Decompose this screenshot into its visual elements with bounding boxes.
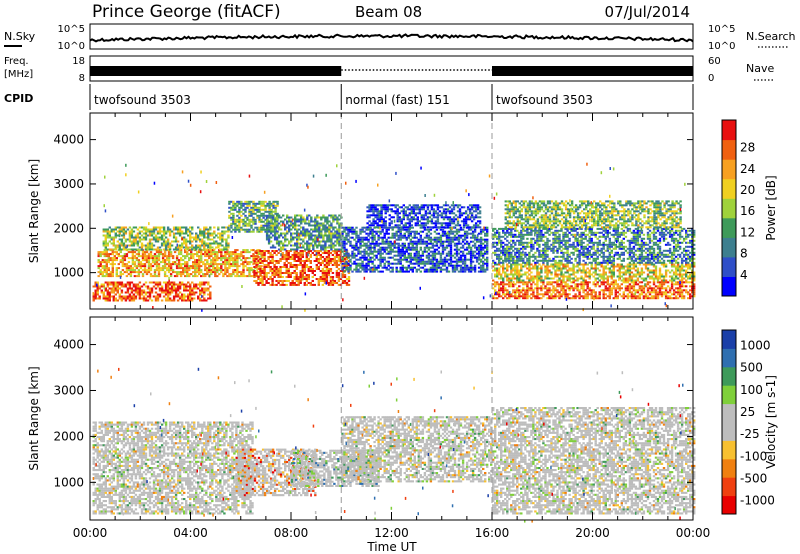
velocity-ytick-3: 4000 — [53, 338, 84, 352]
power-colorbar-tick-3: 16 — [740, 204, 755, 218]
velocity-colorbar-swatch-4 — [722, 422, 736, 441]
power-colorbar-swatch-1 — [722, 256, 736, 277]
power-colorbar-swatch-7 — [722, 139, 736, 160]
time-axis-label: Time UT — [366, 540, 417, 554]
time-tick-4: 16:00 — [475, 526, 510, 540]
velocity-colorbar-tick-2: 100 — [740, 383, 763, 397]
cpid-segment-2: twofsound 3503 — [496, 93, 593, 107]
power-ytick-0: 1000 — [53, 266, 84, 280]
noise-panel: N.Sky 10^5 10^0 10^5 10^0 N.Search — [4, 23, 796, 52]
power-band-0 — [92, 281, 212, 302]
cpid-segment-0: twofsound 3503 — [94, 93, 191, 107]
power-band-6 — [341, 226, 489, 273]
power-band-8 — [492, 281, 696, 300]
velocity-colorbar-swatch-3 — [722, 440, 736, 460]
power-colorbar-tick-0: 4 — [740, 268, 748, 282]
date-label: 07/Jul/2014 — [605, 3, 690, 21]
freq-panel: Freq. [MHz] 18 8 60 0 Nave — [4, 55, 774, 84]
velocity-colorbar-swatch-2 — [722, 458, 736, 478]
nave-tick-bottom: 0 — [708, 73, 714, 84]
velocity-panel: 1000 2000 3000 4000 Slant Range [km] 1000 50… — [27, 316, 778, 523]
velocity-colorbar-swatch-9 — [722, 330, 736, 349]
velocity-band-3 — [341, 416, 493, 483]
velocity-colorbar-swatch-6 — [722, 385, 736, 405]
velocity-scatter — [92, 367, 693, 523]
velocity-ytick-0: 1000 — [53, 475, 84, 489]
velocity-colorbar-tick-5: -100 — [740, 449, 767, 463]
velocity-ytick-2: 3000 — [53, 383, 84, 397]
nave-label: Nave — [746, 62, 774, 75]
power-colorbar-tick-5: 24 — [740, 162, 755, 176]
power-scatter — [92, 162, 686, 312]
velocity-band-0 — [92, 421, 254, 515]
noise-sky-series — [89, 33, 694, 43]
noise-right-tick-bottom: 10^0 — [708, 41, 735, 52]
power-colorbar-tick-6: 28 — [740, 141, 755, 155]
velocity-colorbar-tick-7: -1000 — [740, 494, 775, 508]
velocity-band-4 — [492, 407, 696, 515]
velocity-colorbar-swatch-7 — [722, 366, 736, 386]
velocity-colorbar-tick-0: 1000 — [740, 339, 771, 353]
power-band-10 — [492, 227, 696, 264]
power-band-9 — [492, 263, 696, 282]
cpid-segment-1: normal (fast) 151 — [345, 93, 449, 107]
time-tick-5: 20:00 — [575, 526, 610, 540]
power-colorbar-swatch-5 — [722, 178, 736, 199]
cpid-panel: CPID twofsound 3503 normal (fast) 151 twof… — [4, 84, 694, 110]
velocity-ylabel: Slant Range [km] — [27, 366, 41, 470]
power-colorbar-swatch-8 — [722, 120, 736, 141]
power-ytick-1: 2000 — [53, 221, 84, 235]
time-tick-1: 04:00 — [173, 526, 208, 540]
power-ytick-2: 3000 — [53, 177, 84, 191]
velocity-colorbar-tick-4: -25 — [740, 427, 760, 441]
station-title: Prince George (fitACF) — [92, 2, 281, 22]
power-colorbar-label: Power [dB] — [764, 175, 778, 240]
beam-label: Beam 08 — [355, 3, 422, 21]
power-colorbar-swatch-6 — [722, 159, 736, 180]
power-colorbar-tick-4: 20 — [740, 183, 755, 197]
velocity-colorbar-swatch-8 — [722, 348, 736, 368]
time-tick-2: 08:00 — [274, 526, 309, 540]
velocity-colorbar-tick-3: 25 — [740, 405, 755, 419]
power-band-2 — [102, 226, 230, 251]
freq-label-2: [MHz] — [4, 69, 33, 80]
noise-right-tick-top: 10^5 — [708, 24, 735, 35]
time-tick-6: 00:00 — [676, 526, 711, 540]
power-colorbar-tick-1: 8 — [740, 247, 748, 261]
power-colorbar-swatch-0 — [722, 276, 736, 297]
power-colorbar-tick-2: 12 — [740, 225, 755, 239]
velocity-colorbar-swatch-5 — [722, 403, 736, 423]
velocity-colorbar-swatch-1 — [722, 477, 736, 497]
freq-block-2 — [492, 66, 693, 76]
cpid-label: CPID — [4, 92, 33, 105]
velocity-ytick-1: 2000 — [53, 429, 84, 443]
noise-right-label: N.Search — [746, 30, 796, 43]
power-colorbar-swatch-4 — [722, 198, 736, 219]
power-colorbar-swatch-3 — [722, 217, 736, 238]
freq-tick-top: 18 — [72, 56, 85, 67]
power-band-7 — [366, 204, 482, 229]
noise-left-label: N.Sky — [4, 30, 36, 43]
power-ytick-3: 4000 — [53, 133, 84, 147]
noise-left-tick-top: 10^5 — [58, 24, 85, 35]
power-panel: 1000 2000 3000 4000 Slant Range [km] 4 8 12 16… — [27, 112, 778, 312]
time-tick-3: 12:00 — [374, 526, 409, 540]
power-band-4 — [253, 250, 351, 286]
freq-label-1: Freq. — [4, 56, 29, 67]
time-axis: 00:00 04:00 08:00 12:00 16:00 20:00 00:00 — [73, 526, 711, 540]
time-tick-0: 00:00 — [73, 526, 108, 540]
freq-block-0 — [90, 66, 342, 76]
power-band-11 — [504, 200, 682, 229]
velocity-colorbar-tick-6: -500 — [740, 472, 767, 486]
power-ylabel: Slant Range [km] — [27, 159, 41, 263]
noise-left-tick-bottom: 10^0 — [58, 41, 85, 52]
nave-tick-top: 60 — [708, 56, 721, 67]
velocity-colorbar-swatch-0 — [722, 495, 736, 515]
velocity-colorbar-tick-1: 500 — [740, 361, 763, 375]
power-colorbar-swatch-2 — [722, 237, 736, 258]
velocity-colorbar-label: Velocity [m s-1] — [764, 375, 778, 469]
freq-tick-bottom: 8 — [79, 73, 85, 84]
